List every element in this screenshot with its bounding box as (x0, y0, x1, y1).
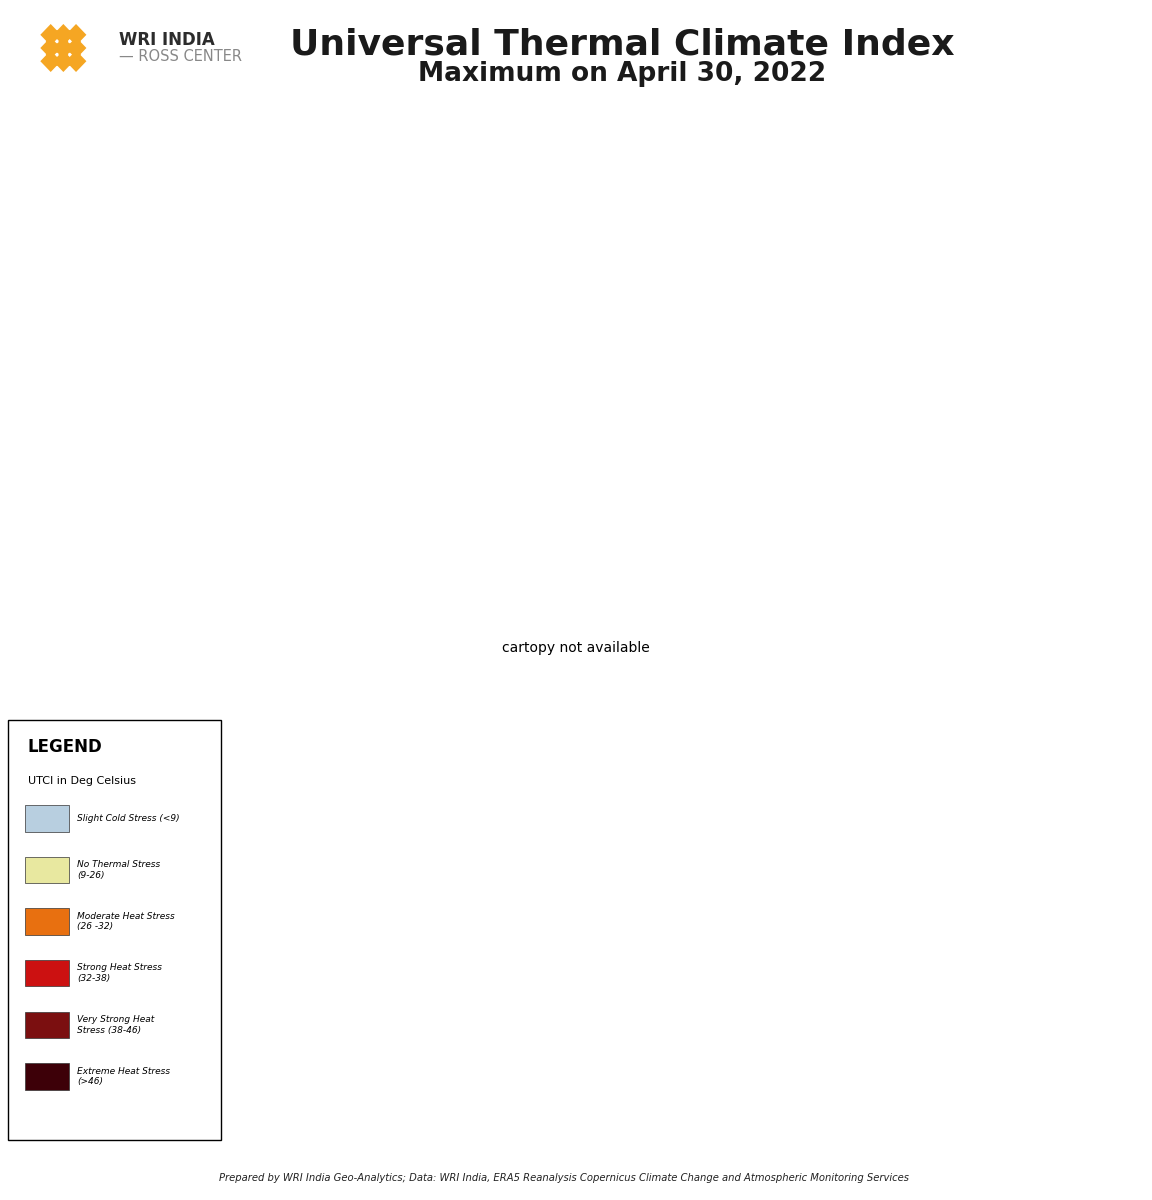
Polygon shape (66, 50, 86, 72)
Text: Slight Cold Stress (<9): Slight Cold Stress (<9) (77, 814, 180, 823)
Text: cartopy not available: cartopy not available (502, 641, 650, 655)
Text: Very Strong Heat
Stress (38-46): Very Strong Heat Stress (38-46) (77, 1015, 154, 1034)
Text: Strong Heat Stress
(32-38): Strong Heat Stress (32-38) (77, 964, 162, 983)
Polygon shape (53, 24, 74, 46)
Text: Maximum on April 30, 2022: Maximum on April 30, 2022 (418, 61, 826, 88)
Text: Prepared by WRI India Geo-Analytics; Data: WRI India, ERA5 Reanalysis Copernicus: Prepared by WRI India Geo-Analytics; Dat… (219, 1174, 909, 1183)
Text: UTCI in Deg Celsius: UTCI in Deg Celsius (28, 775, 136, 786)
Text: LEGEND: LEGEND (28, 738, 103, 756)
Polygon shape (53, 50, 74, 72)
FancyBboxPatch shape (8, 720, 221, 1140)
Bar (25, 960, 69, 986)
Polygon shape (40, 50, 61, 72)
Text: Extreme Heat Stress
(>46): Extreme Heat Stress (>46) (77, 1067, 170, 1086)
Bar (25, 1063, 69, 1090)
Bar (25, 857, 69, 883)
Bar (25, 908, 69, 935)
Text: No Thermal Stress
(9-26): No Thermal Stress (9-26) (77, 860, 160, 880)
Text: — ROSS CENTER: — ROSS CENTER (119, 49, 242, 64)
Text: Moderate Heat Stress
(26 -32): Moderate Heat Stress (26 -32) (77, 912, 175, 931)
Bar (25, 1012, 69, 1038)
Polygon shape (66, 24, 86, 46)
Bar (25, 805, 69, 832)
Polygon shape (53, 37, 74, 59)
Polygon shape (66, 37, 86, 59)
Text: Universal Thermal Climate Index: Universal Thermal Climate Index (290, 28, 954, 61)
Text: WRI INDIA: WRI INDIA (119, 31, 214, 49)
Polygon shape (40, 24, 61, 46)
Polygon shape (40, 37, 61, 59)
